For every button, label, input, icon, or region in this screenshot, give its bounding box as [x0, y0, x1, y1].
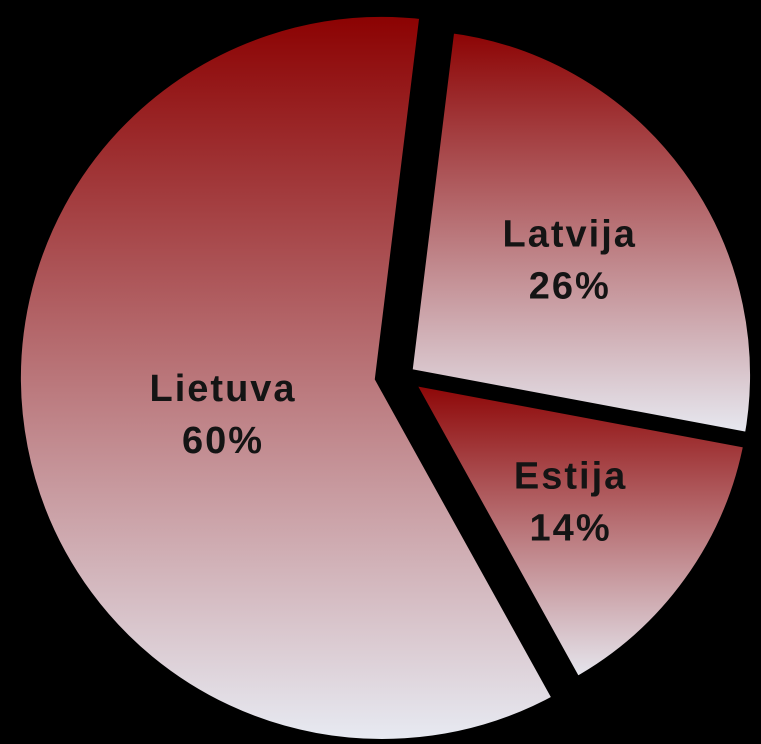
pie-slice-lietuva — [7, 3, 570, 744]
pie-labels: Latvija 26% Estija 14% Lietuva 60% — [150, 213, 637, 549]
pie-slice-estija — [391, 367, 760, 695]
slice-label-lietuva: Lietuva — [150, 368, 297, 410]
slice-value-estija: 14% — [530, 507, 612, 549]
slice-label-latvija: Latvija — [503, 213, 637, 255]
slice-value-latvija: 26% — [529, 265, 611, 307]
pie-slice-latvija — [397, 17, 761, 448]
pie-slices — [7, 3, 761, 744]
slice-label-estija: Estija — [514, 455, 627, 497]
slice-value-lietuva: 60% — [182, 420, 264, 462]
